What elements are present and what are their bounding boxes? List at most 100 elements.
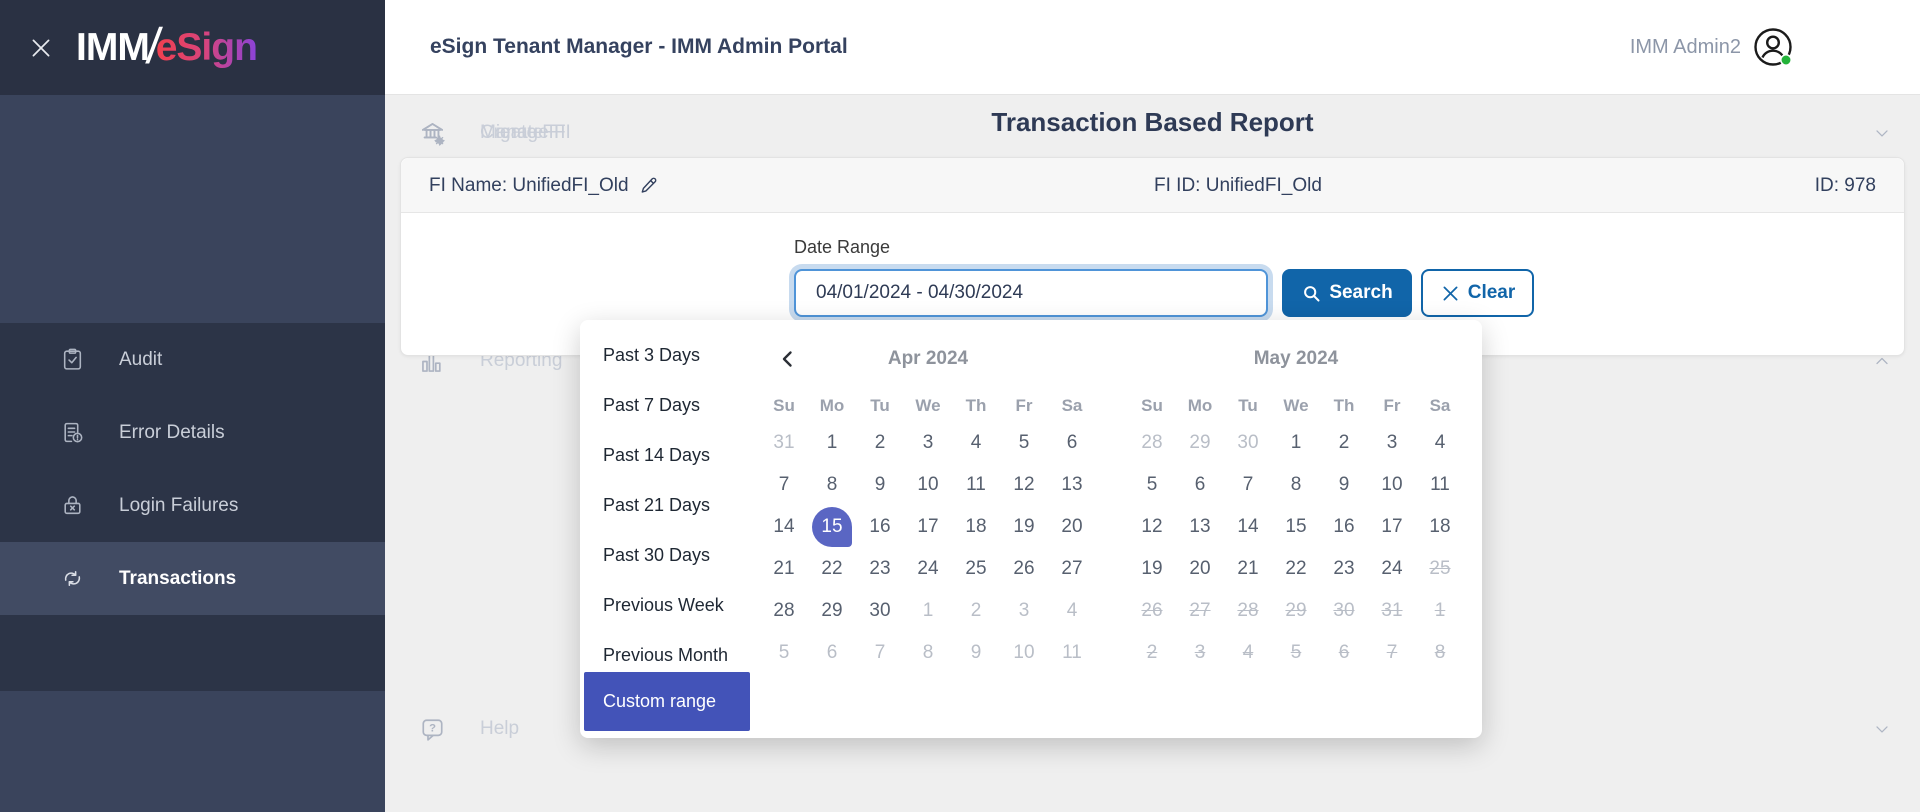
day-cell[interactable]: 2 (874, 432, 886, 453)
sidebar-item-transactions[interactable]: Transactions (0, 542, 385, 615)
day-cell[interactable]: 18 (965, 516, 987, 537)
day-cell[interactable]: 6 (1194, 474, 1206, 495)
preset-past-3-days[interactable]: Past 3 Days (603, 344, 701, 365)
day-cell[interactable]: 23 (1333, 558, 1355, 579)
sidebar-item-help[interactable]: ? Help (385, 691, 1920, 767)
user-name[interactable]: IMM Admin2 (1629, 35, 1741, 58)
day-cell[interactable]: 31 (773, 432, 795, 453)
day-cell: 7 (1386, 642, 1398, 663)
day-cell[interactable]: 2 (970, 600, 982, 621)
preset-previous-week[interactable]: Previous Week (603, 594, 724, 615)
day-cell[interactable]: 24 (1381, 558, 1403, 579)
day-cell[interactable]: 4 (1066, 600, 1078, 621)
day-cell[interactable]: 25 (965, 558, 987, 579)
preset-previous-month[interactable]: Previous Month (603, 644, 729, 665)
day-cell[interactable]: 18 (1429, 516, 1451, 537)
date-range-input[interactable] (794, 269, 1268, 317)
user-avatar-icon[interactable] (1753, 27, 1793, 67)
day-cell[interactable]: 5 (778, 642, 790, 663)
day-cell[interactable]: 4 (1434, 432, 1446, 453)
sidebar-item-error-details[interactable]: Error Details (0, 396, 385, 469)
day-cell[interactable]: 16 (869, 516, 891, 537)
day-cell[interactable]: 29 (1189, 432, 1211, 453)
day-cell[interactable]: 1 (1290, 432, 1302, 453)
day-cell[interactable]: 15 (808, 506, 856, 548)
user-menu[interactable]: IMM Admin2 (1630, 27, 1793, 67)
preset-past-7-days[interactable]: Past 7 Days (603, 394, 701, 415)
doc-warning-icon (60, 420, 85, 445)
day-cell[interactable]: 13 (1061, 474, 1083, 495)
day-cell[interactable]: 27 (1061, 558, 1083, 579)
day-cell[interactable]: 1 (826, 432, 838, 453)
clear-button[interactable]: Clear (1421, 269, 1534, 317)
day-cell[interactable]: 8 (922, 642, 934, 663)
id-text: ID: 978 (1814, 174, 1876, 196)
sidebar-nav-top: Create FI Manage FI Migrate FI (0, 95, 1888, 323)
day-cell[interactable]: 9 (970, 642, 982, 663)
day-cell[interactable]: 14 (773, 516, 795, 537)
preset-past-14-days[interactable]: Past 14 Days (603, 444, 711, 465)
day-cell[interactable]: 2 (1338, 432, 1350, 453)
day-cell[interactable]: 17 (1381, 516, 1403, 537)
day-cell[interactable]: 20 (1061, 516, 1083, 537)
sidebar-item-migrate-fi[interactable]: Migrate FI (385, 95, 1920, 171)
day-cell[interactable]: 3 (922, 432, 934, 453)
day-cell[interactable]: 12 (1141, 516, 1163, 537)
day-cell[interactable]: 11 (1062, 642, 1082, 663)
day-cell[interactable]: 11 (966, 474, 986, 495)
day-cell[interactable]: 16 (1333, 516, 1355, 537)
day-cell[interactable]: 19 (1141, 558, 1163, 579)
day-cell[interactable]: 30 (1237, 432, 1259, 453)
day-cell[interactable]: 9 (1338, 474, 1350, 495)
sidebar-item-login-failures[interactable]: Login Failures (0, 469, 385, 542)
help-bubble-icon: ? (419, 716, 446, 743)
day-cell[interactable]: 30 (869, 600, 891, 621)
day-cell[interactable]: 15 (1285, 516, 1307, 537)
day-cell[interactable]: 26 (1013, 558, 1035, 579)
day-cell[interactable]: 24 (917, 558, 939, 579)
day-cell[interactable]: 17 (917, 516, 939, 537)
day-cell[interactable]: 22 (1285, 558, 1307, 579)
day-cell[interactable]: 22 (821, 558, 843, 579)
day-cell[interactable]: 6 (826, 642, 838, 663)
day-cell[interactable]: 10 (1013, 642, 1035, 663)
day-cell[interactable]: 6 (1066, 432, 1078, 453)
day-cell[interactable]: 1 (922, 600, 934, 621)
sidebar-item-label: Help (480, 718, 520, 739)
sidebar-item-audit[interactable]: Audit (0, 323, 385, 396)
svg-text:?: ? (429, 722, 436, 734)
day-cell[interactable]: 8 (826, 474, 838, 495)
day-cell[interactable]: 3 (1018, 600, 1030, 621)
close-icon[interactable] (28, 35, 54, 61)
day-cell[interactable]: 14 (1237, 516, 1259, 537)
day-cell[interactable]: 10 (1381, 474, 1403, 495)
preset-past-21-days[interactable]: Past 21 Days (603, 494, 711, 515)
day-cell[interactable]: 13 (1189, 516, 1211, 537)
day-cell[interactable]: 7 (778, 474, 790, 495)
search-button[interactable]: Search (1282, 269, 1412, 317)
day-cell[interactable]: 7 (1242, 474, 1254, 495)
custom-range-button[interactable]: Custom range (584, 672, 750, 731)
prev-month-chevron-icon[interactable] (776, 347, 800, 371)
day-cell[interactable]: 20 (1189, 558, 1211, 579)
day-cell[interactable]: 29 (821, 600, 843, 621)
day-cell[interactable]: 4 (970, 432, 982, 453)
day-cell[interactable]: 5 (1146, 474, 1158, 495)
day-cell[interactable]: 7 (874, 642, 886, 663)
day-cell[interactable]: 8 (1290, 474, 1302, 495)
edit-pencil-icon[interactable] (639, 176, 659, 196)
day-cell[interactable]: 12 (1013, 474, 1035, 495)
day-cell[interactable]: 28 (1141, 432, 1163, 453)
day-cell[interactable]: 19 (1013, 516, 1035, 537)
day-cell[interactable]: 23 (869, 558, 891, 579)
day-cell[interactable]: 10 (917, 474, 939, 495)
day-cell[interactable]: 3 (1386, 432, 1398, 453)
day-cell[interactable]: 28 (773, 600, 795, 621)
day-cell[interactable]: 21 (1237, 558, 1259, 579)
day-cell[interactable]: 5 (1018, 432, 1030, 453)
day-cell[interactable]: 21 (773, 558, 795, 579)
day-cell[interactable]: 9 (874, 474, 886, 495)
day-cell: 29 (1285, 600, 1307, 621)
preset-past-30-days[interactable]: Past 30 Days (603, 544, 711, 565)
day-cell[interactable]: 11 (1430, 474, 1450, 495)
